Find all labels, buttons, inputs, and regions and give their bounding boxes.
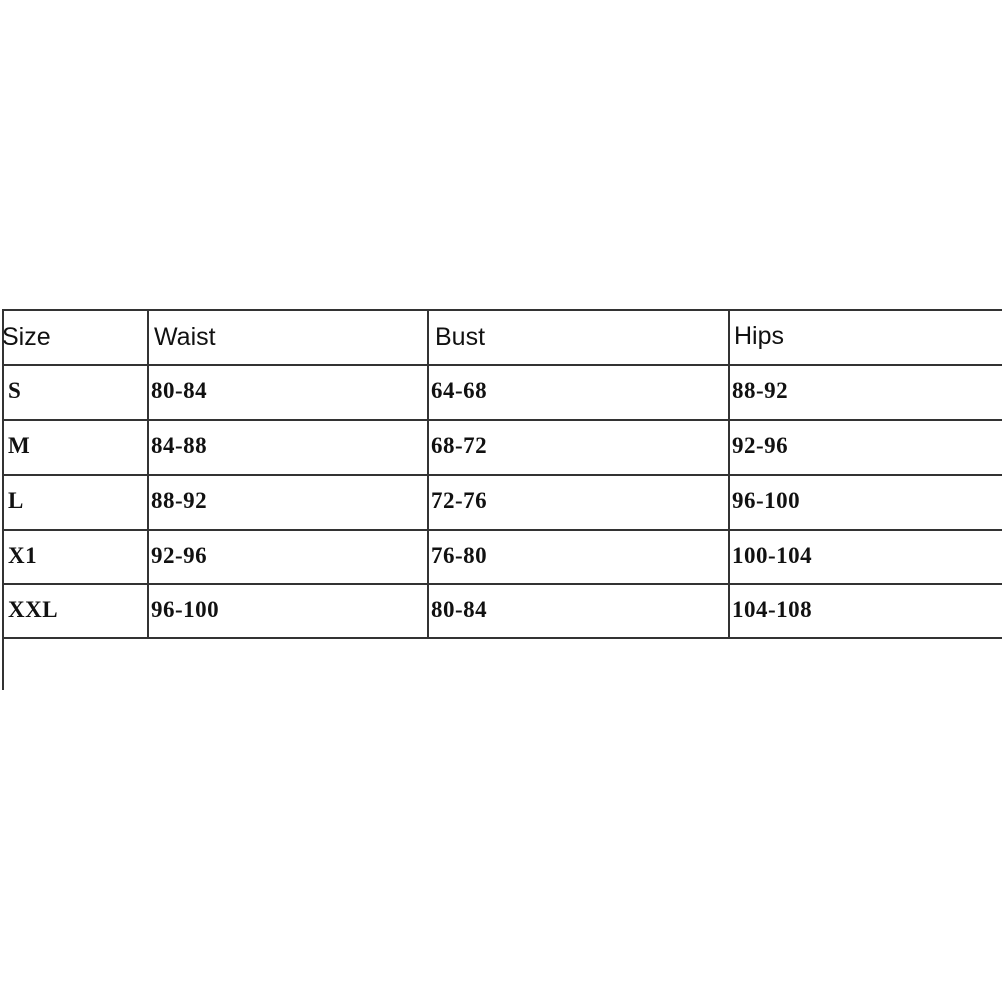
table-row-divider <box>2 309 1002 311</box>
measurement-cell: 76-80 <box>431 543 488 568</box>
table-column-divider <box>427 309 429 639</box>
table-row-divider <box>2 474 1002 476</box>
table-row-divider <box>2 419 1002 421</box>
measurement-cell: 92-96 <box>732 433 789 458</box>
measurement-cell: 88-92 <box>151 488 208 513</box>
size-label: XXL <box>8 597 59 622</box>
table-column-divider <box>147 309 149 639</box>
measurement-cell: 104-108 <box>732 597 813 622</box>
measurement-cell: 72-76 <box>431 488 488 513</box>
size-label: L <box>8 488 24 513</box>
measurement-cell: 100-104 <box>732 543 813 568</box>
table-column-divider <box>728 309 730 639</box>
table-column-divider <box>2 309 4 690</box>
measurement-cell: 96-100 <box>732 488 801 513</box>
size-label: S <box>8 378 22 403</box>
measurement-cell: 64-68 <box>431 378 488 403</box>
column-header: Size <box>2 323 51 351</box>
size-label: M <box>8 433 31 458</box>
measurement-cell: 88-92 <box>732 378 789 403</box>
column-header: Hips <box>734 322 785 350</box>
size-label: X1 <box>8 543 38 568</box>
column-header: Bust <box>435 323 486 351</box>
table-row-divider <box>2 583 1002 585</box>
column-header: Waist <box>154 323 216 351</box>
measurement-cell: 80-84 <box>151 378 208 403</box>
table-row-divider <box>2 637 1002 639</box>
measurement-cell: 80-84 <box>431 597 488 622</box>
table-row-divider <box>2 364 1002 366</box>
measurement-cell: 84-88 <box>151 433 208 458</box>
table-row-divider <box>2 529 1002 531</box>
measurement-cell: 96-100 <box>151 597 220 622</box>
measurement-cell: 68-72 <box>431 433 488 458</box>
measurement-cell: 92-96 <box>151 543 208 568</box>
